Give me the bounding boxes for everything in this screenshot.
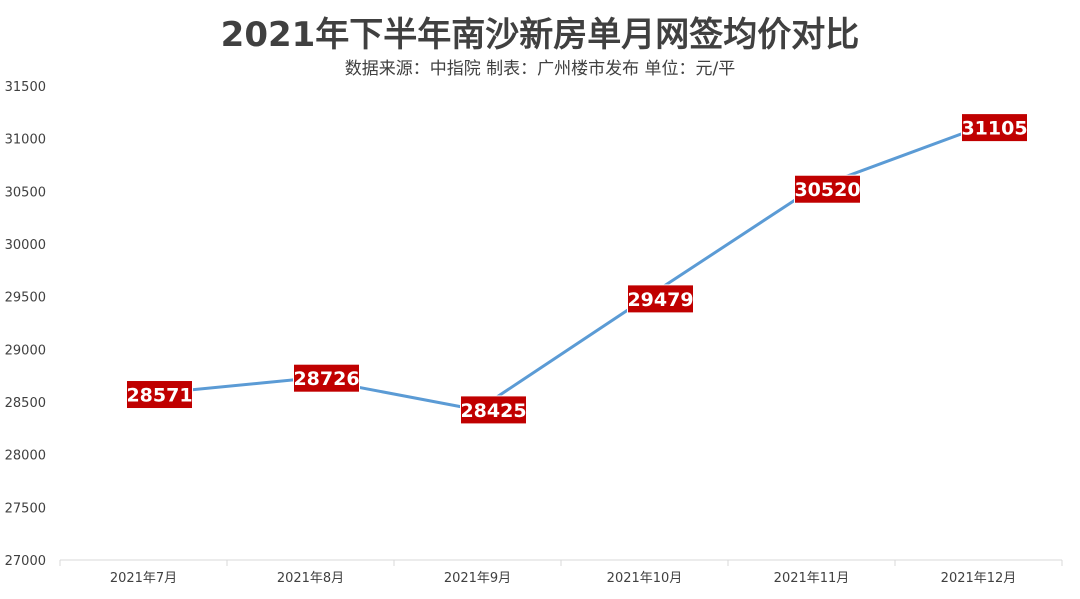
y-tick-label: 30500 [5, 185, 46, 200]
data-label: 28425 [460, 400, 526, 422]
series-group [141, 125, 981, 412]
x-tick-label: 2021年9月 [444, 571, 511, 586]
axes: 27000 27500 28000 28500 29000 29500 30000 30500… [5, 80, 1063, 586]
chart-title: 2021年下半年南沙新房单月网签均价对比 [221, 15, 860, 55]
data-label-box [961, 113, 1028, 143]
data-label: 29479 [627, 289, 693, 311]
data-label-box [460, 395, 527, 425]
data-label: 28571 [126, 385, 192, 407]
x-tick-label: 2021年11月 [774, 571, 850, 586]
series-line [142, 126, 980, 412]
data-labels: 28571 28726 28425 29479 30520 31105 [126, 113, 1028, 425]
data-label-box [627, 284, 694, 314]
data-label: 30520 [794, 179, 860, 201]
y-tick-label: 28500 [5, 396, 46, 411]
data-label: 28726 [293, 368, 359, 390]
data-label-box [126, 380, 193, 410]
x-tick-label: 2021年7月 [110, 571, 177, 586]
y-tick-label: 27000 [5, 554, 46, 569]
data-label-box [293, 363, 360, 393]
y-tick-label: 31000 [5, 133, 46, 148]
y-tick-label: 29000 [5, 343, 46, 358]
data-label: 31105 [961, 118, 1027, 140]
data-label-box [794, 174, 861, 204]
x-tick-label: 2021年10月 [607, 571, 683, 586]
x-tick-label: 2021年8月 [277, 571, 344, 586]
y-tick-label: 31500 [5, 80, 46, 95]
y-tick-label: 28000 [5, 449, 46, 464]
y-tick-label: 29500 [5, 291, 46, 306]
y-tick-label: 30000 [5, 238, 46, 253]
chart-subtitle: 数据来源：中指院 制表：广州楼市发布 单位：元/平 [345, 59, 736, 79]
y-tick-label: 27500 [5, 501, 46, 516]
x-tick-label: 2021年12月 [941, 571, 1017, 586]
